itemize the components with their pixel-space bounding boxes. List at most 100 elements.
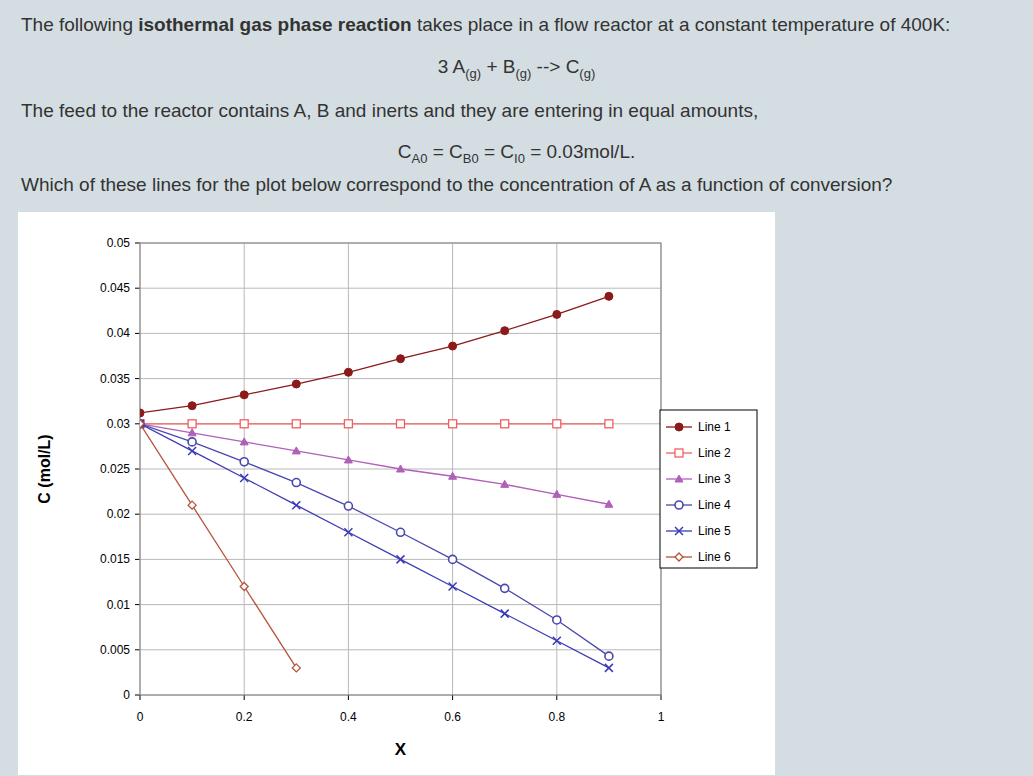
marker [449, 555, 457, 563]
subscript: (g) [465, 66, 481, 81]
marker [449, 420, 457, 428]
x-tick [348, 695, 349, 700]
legend-label: Line 3 [698, 472, 731, 486]
series-line [140, 424, 609, 668]
series-line [140, 296, 609, 413]
legend-label: Line 1 [698, 420, 731, 434]
marker [292, 420, 300, 428]
y-grid [140, 288, 661, 289]
y-tick-label: 0.01 [107, 598, 131, 612]
series-line [140, 424, 296, 668]
y-tick-label: 0 [123, 688, 130, 702]
text-segment: = 0.03mol/L. [525, 141, 635, 162]
marker [675, 553, 683, 561]
subscript: B0 [463, 151, 479, 166]
legend-label: Line 4 [698, 498, 731, 512]
marker [501, 327, 509, 335]
marker [501, 420, 509, 428]
y-tick [135, 695, 140, 696]
text-segment: The following [21, 14, 138, 35]
legend-label: Line 5 [698, 524, 731, 538]
y-tick [135, 243, 140, 244]
marker [449, 342, 457, 350]
x-tick-label: 0.4 [340, 710, 357, 724]
question-line: The feed to the reactor contains A, B an… [21, 100, 758, 122]
x-grid [244, 243, 245, 695]
marker [553, 616, 561, 624]
y-tick [135, 469, 140, 470]
series-line [140, 424, 609, 656]
text-segment: isothermal gas phase reaction [138, 14, 412, 35]
y-tick [135, 423, 140, 424]
y-grid [140, 378, 661, 379]
marker [188, 438, 196, 446]
marker [140, 420, 144, 428]
question-line: CA0 = CB0 = CI0 = 0.03mol/L. [0, 141, 1033, 166]
marker [344, 502, 352, 510]
x-axis-label: X [395, 740, 407, 759]
y-axis-label: C (mol/L) [36, 434, 53, 503]
legend-box [660, 410, 757, 568]
y-tick [135, 333, 140, 334]
x-tick-label: 0.2 [236, 710, 253, 724]
marker [240, 391, 248, 399]
marker [449, 472, 457, 479]
y-tick [135, 559, 140, 560]
marker [501, 584, 509, 592]
subscript: I0 [514, 151, 525, 166]
marker [140, 420, 144, 428]
marker [344, 368, 352, 376]
text-segment: takes place in a flow reactor at a const… [412, 14, 951, 35]
marker [675, 475, 683, 482]
chart-panel [18, 212, 775, 775]
marker [140, 420, 144, 428]
y-grid [140, 514, 661, 515]
marker [344, 456, 352, 463]
marker [605, 500, 613, 507]
marker [675, 449, 683, 457]
y-grid [140, 649, 661, 650]
subscript: A0 [411, 151, 427, 166]
text-segment: = C [427, 141, 462, 162]
marker [675, 501, 683, 509]
marker [188, 402, 196, 410]
subscript: (g) [515, 66, 531, 81]
y-tick-label: 0.02 [107, 507, 131, 521]
marker [501, 610, 509, 618]
marker [675, 423, 683, 431]
y-tick [135, 649, 140, 650]
marker [397, 420, 405, 428]
y-grid [140, 333, 661, 334]
marker [553, 310, 561, 318]
marker [240, 583, 248, 591]
text-segment: Which of these lines for the plot below … [21, 174, 892, 195]
series-group [140, 292, 613, 672]
text-segment: = C [479, 141, 514, 162]
marker [292, 479, 300, 487]
y-tick [135, 288, 140, 289]
marker [397, 528, 405, 536]
marker [605, 420, 613, 428]
marker [140, 420, 144, 428]
text-segment: 3 A [438, 56, 465, 77]
marker [188, 420, 196, 428]
marker [344, 420, 352, 428]
marker [240, 438, 248, 445]
text-segment: C [398, 141, 412, 162]
marker [397, 465, 405, 472]
x-tick-label: 0.6 [444, 710, 461, 724]
marker [605, 664, 613, 672]
x-grid [348, 243, 349, 695]
marker [292, 447, 300, 454]
text-segment: --> C [531, 56, 579, 77]
y-tick-label: 0.05 [107, 236, 131, 250]
marker [605, 292, 613, 300]
y-tick [135, 514, 140, 515]
y-tick-label: 0.015 [100, 552, 130, 566]
marker [140, 409, 144, 417]
y-tick-label: 0.03 [107, 417, 131, 431]
x-tick [452, 695, 453, 700]
marker [240, 474, 248, 482]
marker [292, 380, 300, 388]
marker [344, 528, 352, 536]
